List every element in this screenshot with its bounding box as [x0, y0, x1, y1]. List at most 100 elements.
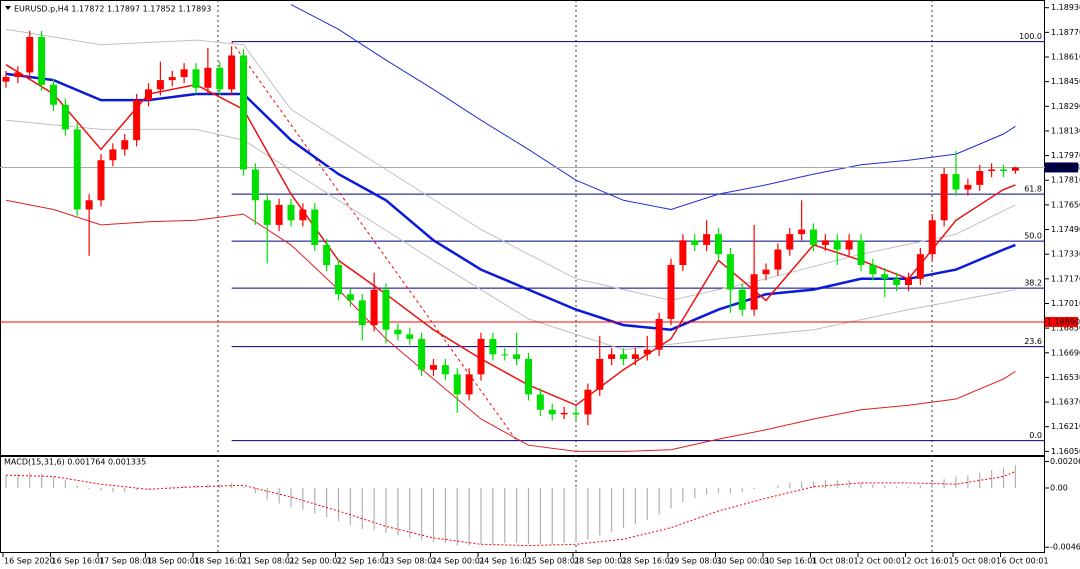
- candle-body: [192, 69, 200, 88]
- candle-body: [38, 36, 46, 85]
- candle-body: [821, 240, 829, 245]
- x-tick-label: 23 Sep 08:01: [384, 557, 437, 566]
- candle-body: [513, 354, 521, 359]
- candle-body: [14, 72, 22, 78]
- candle-body: [596, 358, 604, 390]
- candle-body: [988, 169, 996, 171]
- candle-body: [750, 274, 758, 310]
- candle-body: [620, 354, 627, 359]
- candle-body: [251, 169, 259, 201]
- chart-title: EURUSD.p,H4 1.17872 1.17897 1.17852 1.17…: [14, 5, 211, 14]
- x-tick-label: 24 Sep 00:01: [432, 557, 485, 566]
- x-tick-label: 28 Sep 00:01: [574, 557, 627, 566]
- candle-body: [180, 69, 188, 78]
- candle-body: [394, 329, 402, 335]
- y-tick-label: -0.004625: [1050, 543, 1080, 552]
- candle-body: [845, 240, 853, 250]
- candle-body: [952, 174, 960, 190]
- fib-level-label: 0.0: [1029, 431, 1042, 440]
- candle-body: [109, 149, 117, 161]
- x-tick-label: 2 Oct 16:01: [907, 557, 954, 566]
- candle-body: [905, 278, 912, 285]
- y-tick-label: 1.16370: [1051, 398, 1080, 407]
- candle-body: [916, 254, 924, 279]
- candle-body: [762, 269, 770, 275]
- candle-body: [323, 244, 331, 265]
- candle-body: [964, 184, 972, 190]
- x-tick-label: 18 Sep 00:01: [147, 557, 200, 566]
- candle-body: [61, 104, 69, 130]
- indicator-line: [290, 4, 1016, 211]
- indicator-title: MACD(15,31,6) 0.001764 0.001335: [4, 458, 146, 467]
- price-plot: 100.0 61.8 50.0 38.2 23.6 0.0: [0, 4, 1045, 452]
- x-tick-label: 2 Oct 00:01: [859, 557, 906, 566]
- x-tick-label: 18 Sep 16:01: [194, 557, 247, 566]
- candle-body: [608, 354, 616, 359]
- y-tick-label: 0.002068: [1050, 457, 1080, 466]
- y-tick-label: 1.18450: [1051, 77, 1080, 86]
- fib-level-label: 38.2: [1024, 279, 1042, 288]
- candle-body: [501, 354, 509, 356]
- candle-body: [156, 80, 164, 90]
- candle-body: [228, 55, 236, 90]
- candle-body: [857, 240, 865, 265]
- candle-body: [73, 129, 81, 210]
- candle-body: [204, 67, 212, 88]
- candle-body: [1000, 169, 1007, 171]
- candle-body: [726, 254, 734, 290]
- candle-body: [346, 294, 354, 301]
- candle-body: [299, 209, 307, 221]
- candle-body: [240, 55, 247, 170]
- candle-body: [536, 394, 544, 410]
- macd-plot: [5, 464, 1016, 547]
- y-tick-label: 1.17330: [1051, 250, 1080, 259]
- candle-body: [441, 365, 449, 375]
- x-tick-label: 25 Sep 08:01: [527, 557, 580, 566]
- candle-body: [833, 240, 841, 250]
- candle-body: [263, 200, 271, 225]
- fib-level-label: 61.8: [1024, 185, 1042, 194]
- x-tick-label: 30 Sep 00:01: [717, 557, 770, 566]
- x-tick-label: 24 Sep 16:01: [479, 557, 532, 566]
- candle-body: [370, 289, 378, 326]
- candle-body: [477, 338, 485, 375]
- x-tick-label: 28 Sep 16:01: [622, 557, 675, 566]
- y-tick-label: 1.17810: [1051, 176, 1080, 185]
- axes: 1.18930 1.18770 1.18610 1.18450 1.18290 1.181…: [2, 3, 1080, 566]
- y-tick-label: 1.16850: [1051, 324, 1080, 333]
- candle-body: [631, 354, 639, 359]
- candle-body: [145, 89, 152, 101]
- x-tick-label: 5 Oct 08:01: [954, 557, 1001, 566]
- candle-body: [2, 77, 10, 82]
- candle-body: [287, 204, 295, 221]
- candle-body: [691, 240, 699, 245]
- candle-body: [810, 229, 817, 245]
- candle-body: [50, 84, 57, 105]
- symbol-menu-icon[interactable]: [5, 6, 11, 10]
- candle-body: [525, 358, 532, 395]
- candle-body: [655, 318, 663, 350]
- candle-body: [97, 160, 105, 201]
- fib-level-label: 23.6: [1024, 337, 1042, 346]
- candle-body: [667, 264, 675, 319]
- x-tick-label: 16 Sep 2020: [4, 557, 55, 566]
- price-label: 1.16890: [1047, 317, 1080, 326]
- main-panel: [0, 0, 1045, 456]
- candle-body: [465, 374, 473, 395]
- candle-body: [430, 365, 437, 370]
- fib-level-label: 50.0: [1024, 232, 1042, 241]
- candle-body: [1011, 167, 1019, 171]
- price-label: 1.17893: [1047, 163, 1080, 172]
- macd-panel: [0, 456, 1045, 553]
- y-tick-label: 1.17170: [1051, 274, 1080, 283]
- candle-body: [976, 171, 984, 185]
- candle-body: [572, 412, 580, 415]
- candle-body: [311, 209, 319, 245]
- candle-body: [275, 204, 283, 225]
- y-tick-label: 1.18130: [1051, 126, 1080, 135]
- candle-body: [786, 234, 794, 250]
- candle-body: [869, 264, 877, 275]
- y-tick-label: 1.17490: [1051, 225, 1080, 234]
- y-tick-label: 1.17970: [1051, 151, 1080, 160]
